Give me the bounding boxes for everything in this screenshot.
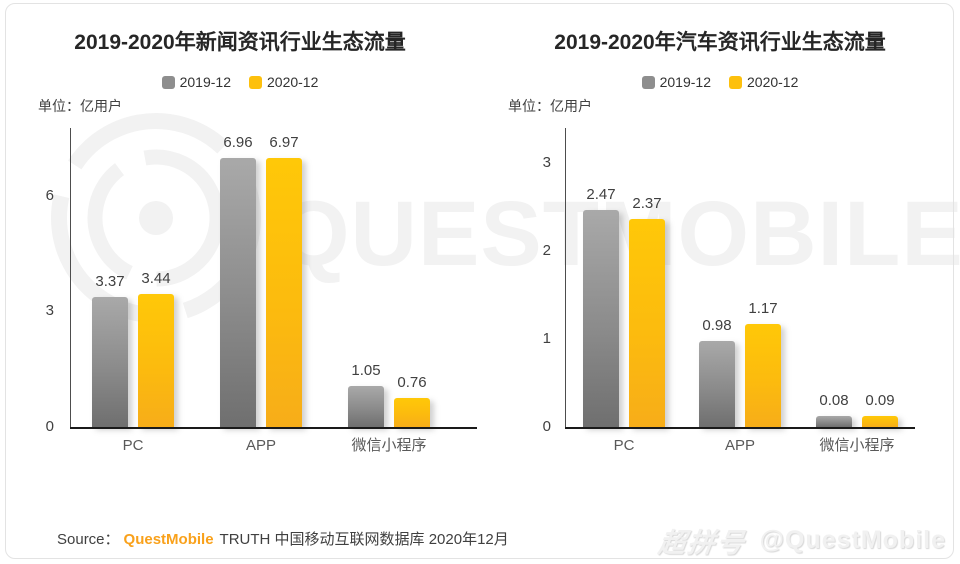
legend-item-2020-12: 2020-12: [249, 74, 318, 90]
value-label: 0.08: [819, 392, 849, 409]
x-category-label: APP: [245, 437, 276, 454]
legend-label: 2020-12: [267, 74, 319, 90]
legend-swatch-2019-12: [161, 75, 175, 89]
bar-2019-12-APP: [699, 341, 735, 427]
chart-title: 2019-2020年新闻资讯行业生态流量: [74, 31, 406, 54]
bar-2019-12-PC: [583, 210, 619, 427]
y-tick-label: 1: [542, 330, 551, 348]
x-axis-baseline: [70, 427, 477, 429]
value-label: 2.37: [632, 195, 662, 212]
bar-2020-12-微信小程序: [862, 416, 898, 427]
x-category-label: PC: [122, 437, 144, 454]
x-category-label: APP: [724, 437, 755, 454]
legend: 2019-12 2020-12: [0, 74, 480, 90]
bar-2020-12-PC: [138, 294, 174, 427]
unit-label: 单位：亿用户: [38, 98, 122, 114]
unit-label: 单位：亿用户: [508, 98, 592, 114]
legend-label: 2019-12: [659, 74, 711, 90]
value-label: 0.98: [702, 317, 732, 334]
source-brand: QuestMobile: [123, 531, 214, 548]
y-tick-label: 6: [45, 186, 54, 204]
value-label: 6.96: [223, 134, 253, 151]
chart-title: 2019-2020年汽车资讯行业生态流量: [554, 31, 886, 54]
chart-news-info-traffic: 2019-2020年新闻资讯行业生态流量 2019-12 2020-12 单位：…: [0, 0, 480, 480]
publisher-handle: @QuestMobile: [759, 526, 946, 554]
value-label: 3.44: [141, 270, 171, 287]
legend-item-2019-12: 2019-12: [161, 74, 231, 90]
legend-swatch-2019-12: [641, 75, 655, 89]
bar-2019-12-微信小程序: [348, 386, 384, 427]
value-label: 3.37: [95, 273, 125, 290]
y-axis-line: [70, 128, 71, 427]
publisher-watermark: 超拼号 @QuestMobile: [656, 521, 946, 560]
plot-area: 0 1 2 3 2.47 2.37 PC 0.98 1.17 APP 0.08 0.09 微信小程序: [480, 0, 960, 480]
y-tick-label: 0: [542, 418, 551, 435]
bar-2020-12-APP: [266, 158, 302, 427]
y-axis-line: [565, 128, 566, 427]
value-label: 6.97: [269, 134, 299, 151]
plot-area: 0 3 6 3.37 3.44 PC 6.96 6.97 APP 1.05 0.76 微信小程序: [0, 0, 480, 480]
legend-label: 2019-12: [179, 74, 231, 90]
x-category-label: 微信小程序: [351, 437, 427, 454]
value-label: 0.76: [397, 374, 427, 391]
source-rest: TRUTH 中国移动互联网数据库 2020年12月: [219, 531, 509, 548]
bar-2019-12-微信小程序: [816, 416, 852, 427]
bar-2019-12-PC: [92, 297, 128, 427]
publisher-logo: 超拼号: [656, 528, 748, 558]
legend-item-2019-12: 2019-12: [641, 74, 711, 90]
bar-2020-12-微信小程序: [394, 398, 430, 427]
value-label: 1.05: [351, 362, 381, 379]
x-category-label: PC: [613, 437, 635, 454]
source-line: Source： QuestMobile TRUTH 中国移动互联网数据库 2020年…: [57, 528, 509, 549]
value-label: 1.17: [748, 300, 778, 317]
y-tick-label: 3: [542, 154, 551, 172]
legend: 2019-12 2020-12: [480, 74, 960, 90]
x-axis-baseline: [565, 427, 915, 429]
value-label: 2.47: [586, 186, 616, 203]
bar-2019-12-APP: [220, 158, 256, 427]
y-tick-label: 2: [542, 242, 551, 260]
chart-auto-info-traffic: 2019-2020年汽车资讯行业生态流量 2019-12 2020-12 单位：…: [480, 0, 960, 480]
legend-label: 2020-12: [747, 74, 799, 90]
legend-swatch-2020-12: [729, 75, 742, 89]
x-category-label: 微信小程序: [819, 437, 895, 454]
source-prefix: Source：: [57, 531, 120, 548]
legend-swatch-2020-12: [249, 75, 262, 89]
bar-2020-12-APP: [745, 324, 781, 427]
y-tick-label: 0: [45, 418, 54, 435]
bar-2020-12-PC: [629, 219, 665, 427]
y-tick-label: 3: [45, 302, 54, 320]
legend-item-2020-12: 2020-12: [729, 74, 798, 90]
value-label: 0.09: [865, 392, 895, 409]
watermark-text: QUESTMOBILE: [278, 183, 960, 285]
